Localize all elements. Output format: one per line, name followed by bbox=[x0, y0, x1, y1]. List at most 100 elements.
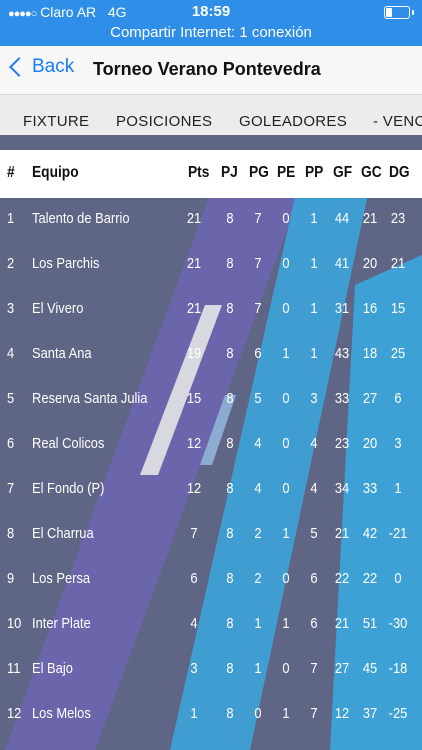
cell-pp: 6 bbox=[310, 615, 318, 632]
cell-pts: 12 bbox=[186, 435, 202, 452]
chevron-left-icon bbox=[9, 57, 29, 77]
status-time: 18:59 bbox=[191, 3, 231, 20]
cell-pts: 19 bbox=[186, 345, 202, 362]
cell-team: El Fondo (P) bbox=[32, 480, 105, 497]
hotspot-banner[interactable]: Compartir Internet: 1 conexión bbox=[110, 24, 312, 41]
cell-pj: 8 bbox=[226, 660, 234, 677]
cell-dg: -25 bbox=[388, 705, 408, 722]
header-won: PG bbox=[249, 164, 269, 181]
cell-pts: 6 bbox=[190, 570, 198, 587]
table-row[interactable]: 3 El Vivero 21 8 7 0 1 31 16 15 bbox=[0, 288, 422, 333]
cell-gc: 27 bbox=[362, 390, 378, 407]
cell-team: Talento de Barrio bbox=[32, 210, 130, 227]
cell-gc: 16 bbox=[362, 300, 378, 317]
cell-pp: 7 bbox=[310, 660, 318, 677]
table-row[interactable]: 2 Los Parchis 21 8 7 0 1 41 20 21 bbox=[0, 243, 422, 288]
cell-dg: -21 bbox=[388, 525, 408, 542]
cell-dg: 6 bbox=[394, 390, 402, 407]
header-team: Equipo bbox=[32, 164, 79, 181]
tab-goleadores[interactable]: GOLEADORES bbox=[239, 113, 348, 130]
cell-team: Inter Plate bbox=[32, 615, 91, 632]
cell-gf: 44 bbox=[334, 210, 350, 227]
cell-gc: 20 bbox=[362, 435, 378, 452]
cell-pj: 8 bbox=[226, 210, 234, 227]
cell-gf: 12 bbox=[334, 705, 350, 722]
carrier-info: ●●●●○ Claro AR 4G bbox=[8, 4, 127, 20]
cell-pp: 1 bbox=[310, 345, 318, 362]
tab-fixture[interactable]: FIXTURE bbox=[23, 113, 90, 130]
cell-pj: 8 bbox=[226, 570, 234, 587]
cell-gc: 22 bbox=[362, 570, 378, 587]
cell-pts: 21 bbox=[186, 255, 202, 272]
cell-pts: 15 bbox=[186, 390, 202, 407]
cell-pg: 0 bbox=[254, 705, 262, 722]
cell-dg: 15 bbox=[390, 300, 406, 317]
page-title: Torneo Verano Pontevedra bbox=[93, 59, 321, 79]
cell-pp: 1 bbox=[310, 210, 318, 227]
cell-pos: 7 bbox=[7, 480, 15, 497]
cell-dg: 0 bbox=[394, 570, 402, 587]
cell-pts: 21 bbox=[186, 300, 202, 317]
back-button[interactable]: Back bbox=[8, 56, 74, 78]
cell-pe: 0 bbox=[282, 210, 290, 227]
network-type: 4G bbox=[107, 4, 127, 20]
table-row[interactable]: 6 Real Colicos 12 8 4 0 4 23 20 3 bbox=[0, 423, 422, 468]
cell-gc: 45 bbox=[362, 660, 378, 677]
cell-pe: 0 bbox=[282, 255, 290, 272]
table-row[interactable]: 9 Los Persa 6 8 2 0 6 22 22 0 bbox=[0, 558, 422, 603]
cell-pos: 1 bbox=[7, 210, 15, 227]
cell-pos: 11 bbox=[7, 660, 21, 677]
cell-pj: 8 bbox=[226, 525, 234, 542]
table-row[interactable]: 10 Inter Plate 4 8 1 1 6 21 51 -30 bbox=[0, 603, 422, 648]
table-row[interactable]: 1 Talento de Barrio 21 8 7 0 1 44 21 23 bbox=[0, 198, 422, 243]
header-points: Pts bbox=[188, 164, 210, 181]
cell-pe: 0 bbox=[282, 390, 290, 407]
tab-posiciones[interactable]: POSICIONES bbox=[116, 113, 213, 130]
cell-gc: 18 bbox=[362, 345, 378, 362]
standings-table[interactable]: # Equipo Pts PJ PG PE PP GF GC DG 1 Talen… bbox=[0, 135, 422, 750]
cell-gf: 34 bbox=[334, 480, 350, 497]
cell-pos: 8 bbox=[7, 525, 15, 542]
cell-pos: 5 bbox=[7, 390, 15, 407]
cell-pe: 0 bbox=[282, 435, 290, 452]
cell-pts: 12 bbox=[186, 480, 202, 497]
cell-pts: 21 bbox=[186, 210, 202, 227]
cell-pg: 4 bbox=[254, 435, 262, 452]
cell-pp: 3 bbox=[310, 390, 318, 407]
cell-team: El Bajo bbox=[32, 660, 73, 677]
table-row[interactable]: 11 El Bajo 3 8 1 0 7 27 45 -18 bbox=[0, 648, 422, 693]
cell-team: Los Persa bbox=[32, 570, 91, 587]
cell-gf: 33 bbox=[334, 390, 350, 407]
header-lost: PP bbox=[305, 164, 324, 181]
cell-pts: 1 bbox=[190, 705, 198, 722]
cell-pg: 2 bbox=[254, 525, 262, 542]
cell-gf: 21 bbox=[334, 615, 350, 632]
cell-dg: 21 bbox=[390, 255, 406, 272]
cell-team: Santa Ana bbox=[32, 345, 92, 362]
cell-pj: 8 bbox=[226, 480, 234, 497]
table-row[interactable]: 4 Santa Ana 19 8 6 1 1 43 18 25 bbox=[0, 333, 422, 378]
table-row[interactable]: 12 Los Melos 1 8 0 1 7 12 37 -25 bbox=[0, 693, 422, 738]
table-row[interactable]: 8 El Charrua 7 8 2 1 5 21 42 -21 bbox=[0, 513, 422, 558]
cell-pos: 6 bbox=[7, 435, 15, 452]
cell-pp: 4 bbox=[310, 480, 318, 497]
cell-pj: 8 bbox=[226, 255, 234, 272]
cell-dg: 3 bbox=[394, 435, 402, 452]
table-row[interactable]: 5 Reserva Santa Julia 15 8 5 0 3 33 27 6 bbox=[0, 378, 422, 423]
header-goals-for: GF bbox=[333, 164, 353, 181]
tab-vencidas[interactable]: - VENC bbox=[373, 113, 422, 130]
cell-gc: 42 bbox=[362, 525, 378, 542]
cell-pj: 8 bbox=[226, 345, 234, 362]
cell-gf: 23 bbox=[334, 435, 350, 452]
cell-pp: 1 bbox=[310, 255, 318, 272]
header-position: # bbox=[7, 164, 15, 181]
status-bar: ●●●●○ Claro AR 4G 18:59 Compartir Intern… bbox=[0, 0, 422, 46]
cell-pos: 12 bbox=[7, 705, 22, 722]
cell-pj: 8 bbox=[226, 705, 234, 722]
cell-pg: 7 bbox=[254, 300, 262, 317]
table-row[interactable]: 7 El Fondo (P) 12 8 4 0 4 34 33 1 bbox=[0, 468, 422, 513]
cell-team: El Vivero bbox=[32, 300, 84, 317]
back-label: Back bbox=[32, 56, 75, 77]
cell-team: Reserva Santa Julia bbox=[32, 390, 148, 407]
cell-pos: 9 bbox=[7, 570, 15, 587]
